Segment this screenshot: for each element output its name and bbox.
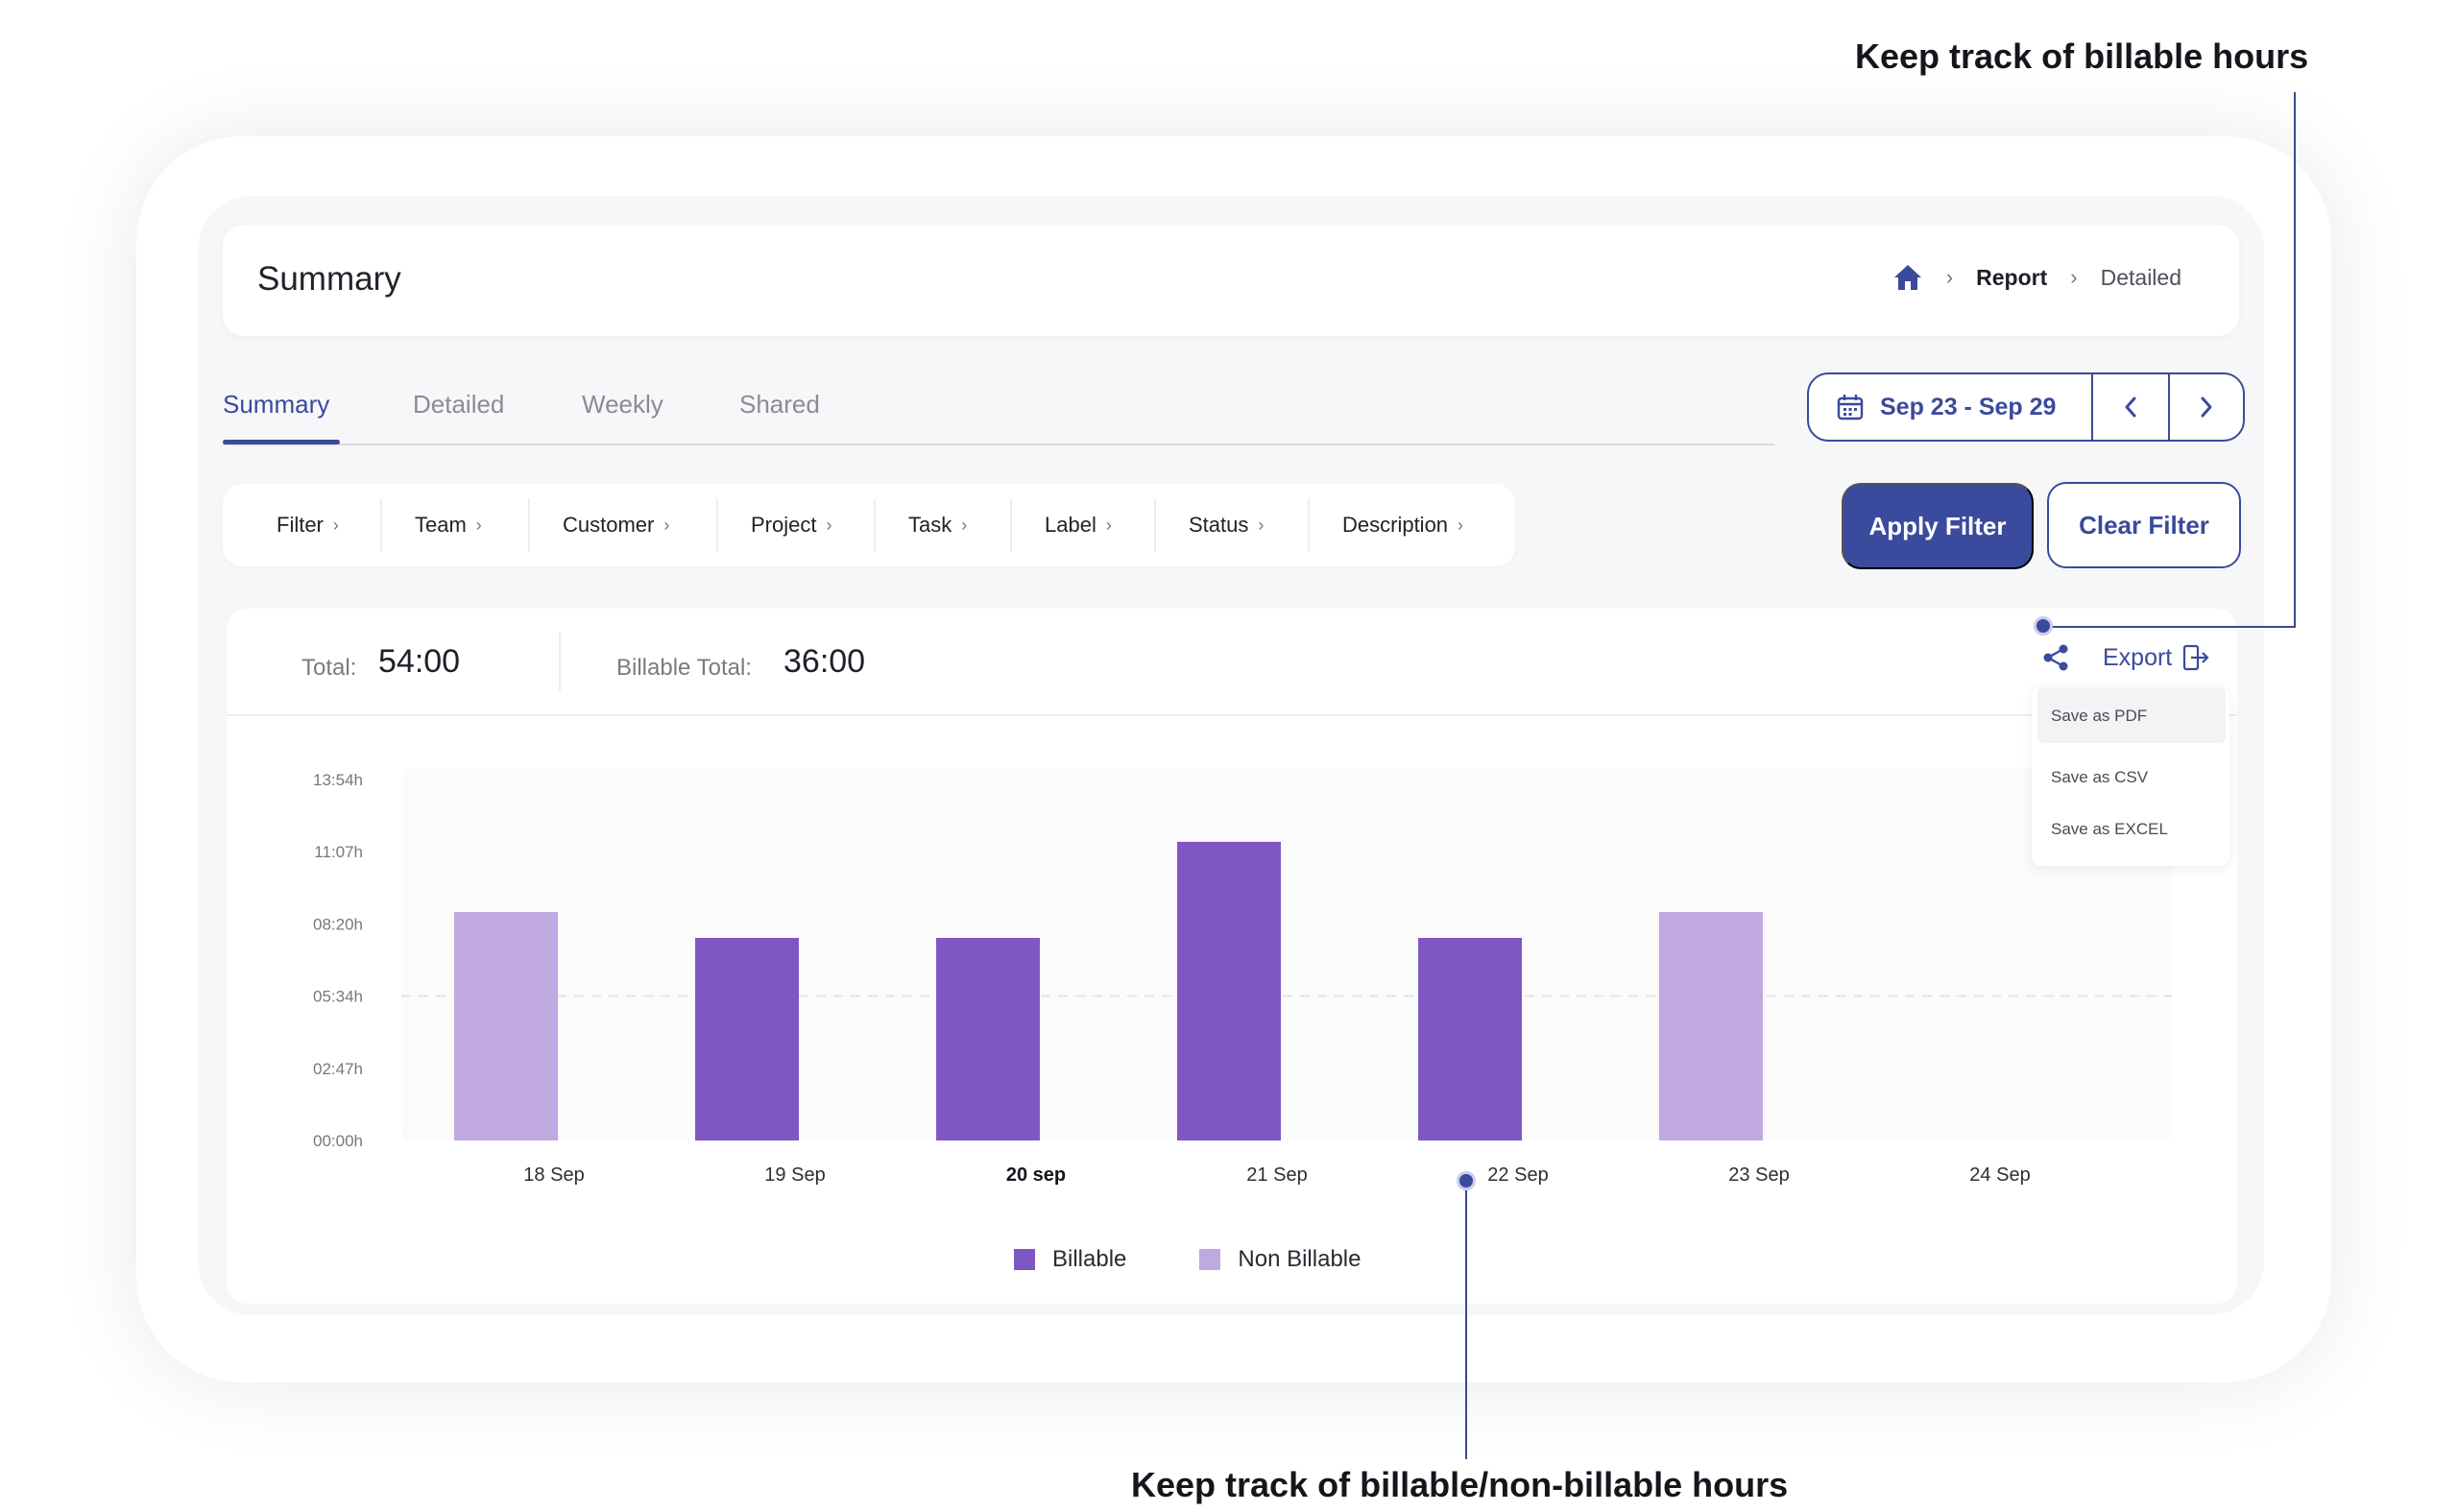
x-tick-label: 22 Sep — [1487, 1164, 1548, 1186]
chevron-right-icon: › — [1458, 515, 1464, 535]
chevron-right-icon: › — [332, 515, 339, 535]
chevron-right-icon: › — [475, 515, 482, 535]
annotation-billable-nonbillable: Keep track of billable/non-billable hour… — [1131, 1465, 1789, 1504]
bar-billable — [1418, 938, 1522, 1140]
description-filter[interactable]: Description › — [1310, 498, 1511, 552]
date-range-text: Sep 23 - Sep 29 — [1880, 393, 2057, 420]
breadcrumb: › Report › Detailed — [1892, 263, 2181, 292]
page-title: Summary — [257, 260, 401, 298]
x-tick-label: 24 Sep — [1969, 1164, 2030, 1186]
annotation-dot-bottom — [1457, 1171, 1476, 1190]
team-label: Team — [415, 513, 467, 537]
tab-detailed[interactable]: Detailed — [413, 390, 505, 419]
tab-shared[interactable]: Shared — [739, 390, 820, 419]
x-tick-label: 23 Sep — [1728, 1164, 1789, 1186]
y-tick-label: 13:54h — [313, 771, 363, 789]
task-filter[interactable]: Task › — [876, 498, 1012, 552]
project-label: Project — [751, 513, 817, 537]
legend-non-billable-label: Non Billable — [1238, 1246, 1362, 1272]
export-control[interactable]: Export — [2041, 643, 2210, 672]
export-button[interactable]: Export — [2103, 643, 2173, 671]
filter-bar: Filter › Team › Customer › Project › Task › L… — [223, 484, 1515, 566]
home-icon[interactable] — [1892, 263, 1923, 292]
x-tick-label: 19 Sep — [764, 1164, 825, 1186]
chevron-left-icon — [2125, 396, 2136, 418]
report-tabs: Summary Detailed Weekly Shared — [223, 369, 1774, 445]
bar-billable — [1177, 841, 1281, 1140]
breadcrumb-detailed: Detailed — [2100, 264, 2181, 290]
save-as-excel-option[interactable]: Save as EXCEL — [2051, 820, 2168, 838]
tab-weekly[interactable]: Weekly — [582, 390, 663, 419]
next-week-button[interactable] — [2168, 374, 2243, 440]
status-filter[interactable]: Status › — [1156, 498, 1310, 552]
calendar-icon — [1836, 393, 1865, 421]
chart-legend: Billable Non Billable — [1014, 1246, 1434, 1273]
annotation-dot-top — [2034, 616, 2053, 636]
breadcrumb-report[interactable]: Report — [1976, 264, 2048, 290]
filter-label: Filter — [277, 513, 324, 537]
filter-dropdown[interactable]: Filter › — [223, 498, 382, 552]
status-label: Status — [1189, 513, 1249, 537]
export-menu: Save as PDF Save as CSV Save as EXCEL — [2032, 687, 2229, 866]
x-tick-label: 21 Sep — [1246, 1164, 1307, 1186]
y-tick-label: 00:00h — [313, 1132, 363, 1150]
share-icon[interactable] — [2041, 643, 2070, 672]
x-tick-label: 18 Sep — [523, 1164, 584, 1186]
billable-total-value: 36:00 — [783, 643, 866, 680]
customer-label: Customer — [563, 513, 655, 537]
apply-filter-button[interactable]: Apply Filter — [1842, 483, 2034, 569]
date-range-label[interactable]: Sep 23 - Sep 29 — [1809, 374, 2093, 440]
chevron-right-icon: › — [663, 515, 670, 535]
y-tick-label: 08:20h — [313, 915, 363, 933]
annotation-billable-hours: Keep track of billable hours — [1855, 36, 2309, 76]
annotation-line-top-horizontal — [2043, 626, 2296, 628]
annotation-line-bottom — [1465, 1181, 1467, 1459]
description-label: Description — [1342, 513, 1449, 537]
save-as-pdf-option[interactable]: Save as PDF — [2051, 707, 2148, 725]
header-bar: Summary › Report › Detailed — [223, 225, 2239, 336]
chevron-right-icon: › — [2070, 265, 2078, 289]
legend-billable: Billable — [1014, 1246, 1126, 1273]
label-label: Label — [1045, 513, 1096, 537]
menu-highlight — [2037, 687, 2226, 743]
save-as-csv-option[interactable]: Save as CSV — [2051, 768, 2149, 786]
totals-divider — [559, 632, 561, 691]
legend-swatch-non-billable — [1199, 1249, 1221, 1270]
billable-total-label: Billable Total: — [616, 655, 752, 681]
chevron-right-icon — [2201, 396, 2212, 418]
total-value: 54:00 — [378, 643, 461, 680]
legend-non-billable: Non Billable — [1199, 1246, 1361, 1273]
tab-active-underline — [223, 440, 340, 444]
chevron-right-icon: › — [1945, 265, 1954, 289]
annotation-line-top-vertical — [2294, 92, 2296, 628]
bar-non-billable — [454, 911, 558, 1140]
tab-summary[interactable]: Summary — [223, 390, 330, 419]
project-filter[interactable]: Project › — [718, 498, 876, 552]
export-icon[interactable] — [2181, 643, 2210, 672]
x-tick-label: 20 sep — [1006, 1164, 1066, 1186]
bar-non-billable — [1659, 911, 1763, 1140]
prev-week-button[interactable] — [2093, 374, 2168, 440]
chevron-right-icon: › — [1105, 515, 1112, 535]
chevron-right-icon: › — [961, 515, 968, 535]
legend-billable-label: Billable — [1052, 1246, 1127, 1272]
total-label: Total: — [301, 655, 357, 681]
plot-area — [401, 768, 2172, 1140]
chevron-right-icon: › — [1258, 515, 1265, 535]
bar-billable — [936, 938, 1040, 1140]
customer-filter[interactable]: Customer › — [530, 498, 718, 552]
legend-swatch-billable — [1014, 1249, 1035, 1270]
chevron-right-icon: › — [826, 515, 832, 535]
team-filter[interactable]: Team › — [382, 498, 530, 552]
totals-row: Total: 54:00 Billable Total: 36:00 Expor… — [227, 609, 2237, 716]
date-range-picker: Sep 23 - Sep 29 — [1807, 372, 2245, 442]
y-tick-label: 02:47h — [313, 1060, 363, 1078]
bar-billable — [695, 938, 799, 1140]
clear-filter-button[interactable]: Clear Filter — [2047, 482, 2241, 568]
task-label: Task — [908, 513, 952, 537]
y-tick-label: 05:34h — [313, 988, 363, 1006]
label-filter[interactable]: Label › — [1012, 498, 1156, 552]
y-tick-label: 11:07h — [314, 843, 363, 861]
